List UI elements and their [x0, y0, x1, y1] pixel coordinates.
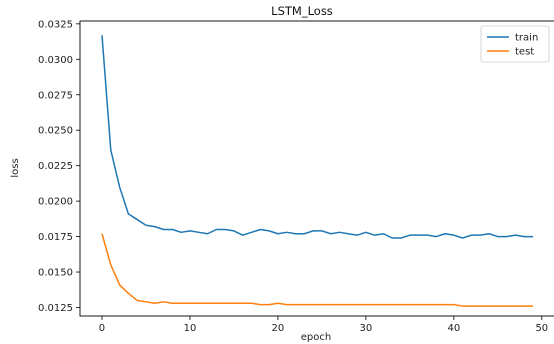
y-tick-label: 0.0250 — [38, 126, 73, 137]
plot-frame — [79, 20, 554, 317]
legend-label-train: train — [515, 33, 538, 44]
x-tick-label: 50 — [535, 323, 548, 334]
chart-title: LSTM_Loss — [271, 4, 333, 18]
y-axis: 0.0125 0.0150 0.0175 0.0200 0.0225 0.0250 0.02… — [38, 19, 80, 314]
x-axis-label: epoch — [301, 332, 331, 343]
legend-box — [480, 25, 550, 63]
y-axis-label: loss — [10, 158, 21, 177]
y-tick-label: 0.0200 — [38, 197, 73, 208]
y-tick-label: 0.0225 — [38, 161, 73, 172]
y-tick-label: 0.0150 — [38, 268, 73, 279]
x-tick-label: 10 — [184, 323, 197, 334]
x-axis: 0 10 20 30 40 50 — [99, 316, 548, 334]
y-tick-label: 0.0300 — [38, 55, 73, 66]
legend-label-test: test — [515, 47, 534, 58]
series-line-train — [101, 35, 534, 239]
series-line-test — [101, 233, 534, 307]
y-tick-label: 0.0125 — [38, 303, 73, 314]
legend: train test — [480, 25, 550, 63]
y-tick-label: 0.0325 — [38, 19, 73, 30]
x-tick-label: 30 — [360, 323, 373, 334]
x-tick-label: 0 — [99, 323, 105, 334]
x-tick-label: 40 — [447, 323, 460, 334]
y-tick-label: 0.0275 — [38, 90, 73, 101]
y-tick-label: 0.0175 — [38, 232, 73, 243]
plot-area — [101, 35, 534, 307]
x-tick-label: 20 — [272, 323, 285, 334]
